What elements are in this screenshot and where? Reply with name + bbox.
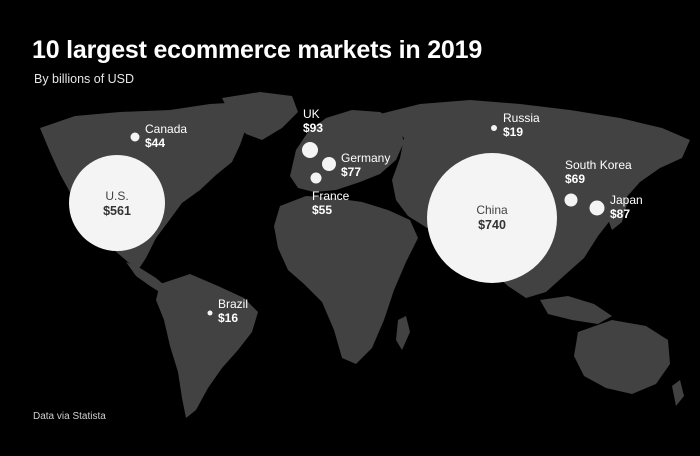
label-russia: Russia $19 [503,111,540,140]
label-germany: Germany $77 [341,151,391,180]
landmass-new-zealand [672,380,684,406]
bubble-south-korea [564,193,578,207]
landmass-central-america [126,262,170,296]
label-brazil-name: Brazil [218,297,249,311]
label-us-name: U.S. [105,189,129,203]
label-france: France $55 [312,189,350,218]
map-subtitle: By billions of USD [34,72,135,86]
landmass-europe [290,110,404,192]
data-source-note: Data via Statista [33,411,106,422]
label-china-value: $740 [478,217,506,232]
label-france-value: $55 [312,202,333,217]
landmass-australia [574,320,670,394]
label-japan-value: $87 [610,206,631,221]
bubble-canada [130,132,140,142]
bubble-china [427,153,557,283]
label-uk: UK $93 [303,107,324,136]
landmass-africa [274,196,418,364]
label-south-korea-value: $69 [565,171,586,186]
label-south-korea: South Korea $69 [565,158,632,187]
bubble-brazil [207,310,213,316]
bubble-uk [302,142,318,158]
bubble-france [310,172,322,184]
label-uk-name: UK [303,107,320,121]
label-canada-value: $44 [145,135,166,150]
label-uk-value: $93 [303,120,324,135]
landmass-southeast-asia [540,296,612,324]
label-japan-name: Japan [610,193,643,207]
label-france-name: France [312,189,350,203]
label-canada: Canada $44 [145,122,188,151]
label-russia-value: $19 [503,124,524,139]
label-canada-name: Canada [145,122,188,136]
label-brazil: Brazil $16 [218,297,249,326]
bubble-germany [322,157,336,171]
label-brazil-value: $16 [218,310,239,325]
label-us: U.S. $561 [77,189,157,218]
landmass-south-america [156,274,258,418]
map-title: 10 largest ecommerce markets in 2019 [32,36,483,64]
label-russia-name: Russia [503,111,540,125]
label-us-value: $561 [103,203,131,218]
landmass-japan [606,186,628,230]
landmass-greenland [222,92,298,140]
label-south-korea-name: South Korea [565,158,632,172]
bubble-russia [491,125,497,131]
bubble-us [69,155,165,251]
bubble-japan [589,200,605,216]
landmass-madagascar [396,316,410,350]
label-china: China $740 [452,203,532,232]
label-germany-value: $77 [341,164,362,179]
label-japan: Japan $87 [610,193,643,222]
label-china-name: China [476,203,508,217]
label-germany-name: Germany [341,151,391,165]
